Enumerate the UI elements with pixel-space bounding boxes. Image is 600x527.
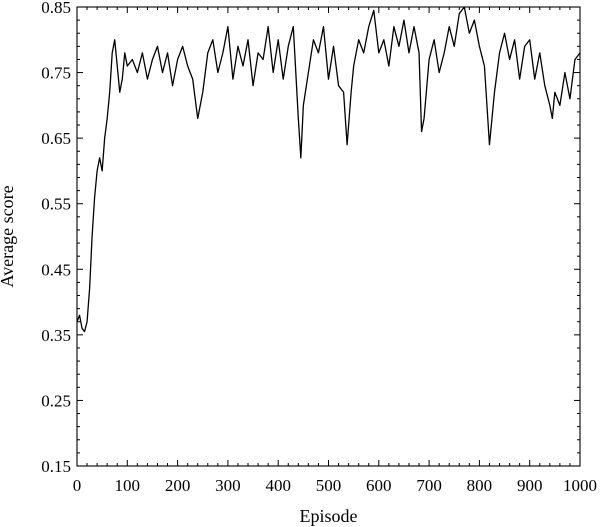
- y-tick-label: 0.75: [41, 64, 71, 83]
- y-tick-label: 0.25: [41, 391, 71, 410]
- x-tick-label: 900: [517, 476, 543, 495]
- series-line-0: [76, 6, 581, 333]
- x-tick-label: 500: [316, 476, 342, 495]
- y-tick-label: 0.55: [41, 195, 71, 214]
- x-tick-label: 600: [366, 476, 392, 495]
- y-axis-title: Average score: [0, 185, 17, 287]
- x-tick-label: 0: [73, 476, 82, 495]
- x-tick-label: 400: [265, 476, 291, 495]
- x-tick-label: 1000: [563, 476, 597, 495]
- y-tick-label: 0.15: [41, 457, 71, 476]
- x-tick-label: 800: [467, 476, 493, 495]
- y-tick-label: 0.35: [41, 326, 71, 345]
- x-tick-label: 200: [165, 476, 191, 495]
- series-group: [76, 6, 581, 333]
- y-axis: 0.15 0.25 0.35 0.45 0.55 0.65 0.75 0.85: [41, 0, 580, 476]
- x-tick-label: 100: [115, 476, 141, 495]
- y-tick-label: 0.85: [41, 0, 71, 17]
- y-tick-label: 0.45: [41, 260, 71, 279]
- x-axis: 0 100 200 300 400 500 600 700 800 900 1000: [73, 7, 597, 495]
- x-tick-label: 700: [416, 476, 442, 495]
- x-axis-title: Episode: [300, 506, 358, 526]
- y-tick-label: 0.65: [41, 129, 71, 148]
- x-tick-label: 300: [215, 476, 241, 495]
